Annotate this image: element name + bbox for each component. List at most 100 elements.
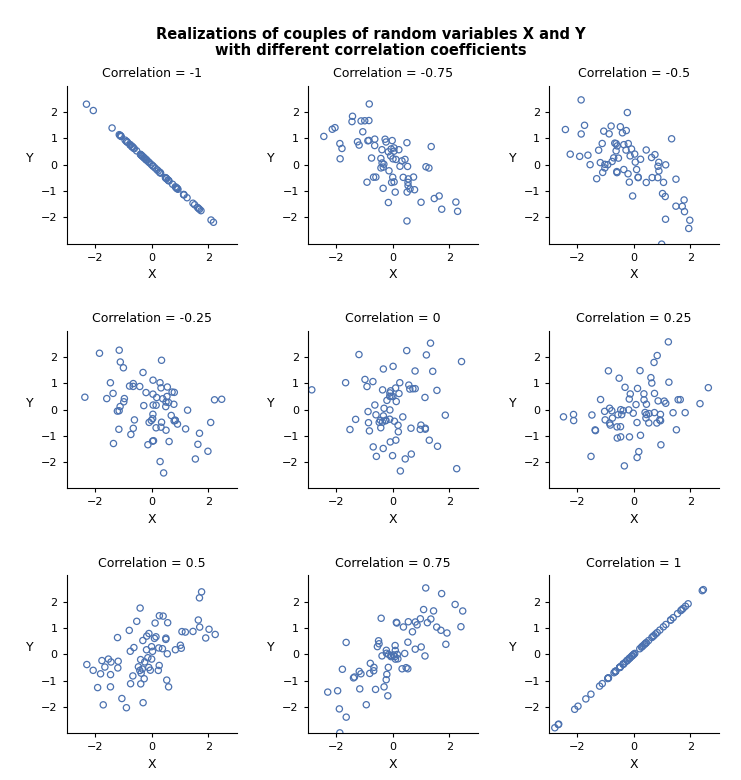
Point [397, 621, 409, 633]
Point [378, 158, 390, 171]
Point [599, 158, 611, 171]
Point [119, 392, 130, 405]
Point [590, 424, 602, 437]
Point [415, 640, 427, 653]
Point [679, 406, 691, 419]
Point [385, 436, 396, 448]
Point [640, 412, 652, 424]
Point [207, 216, 219, 229]
Point [414, 612, 426, 625]
Point [155, 381, 167, 394]
Point [332, 685, 344, 697]
Point [425, 140, 437, 153]
Point [387, 171, 399, 183]
Point [671, 608, 683, 620]
Point [614, 121, 626, 133]
Point [409, 365, 421, 378]
Point [87, 105, 99, 117]
Point [654, 408, 666, 420]
Point [392, 653, 404, 665]
Point [193, 427, 205, 439]
Point [618, 163, 630, 176]
Point [124, 645, 136, 658]
Point [622, 654, 634, 666]
Point [604, 417, 616, 429]
Point [182, 404, 193, 417]
Point [196, 586, 207, 598]
Point [617, 126, 628, 139]
Point [380, 644, 392, 657]
Point [346, 115, 358, 128]
Point [684, 214, 696, 226]
Point [553, 718, 565, 730]
Point [622, 137, 634, 150]
Point [160, 632, 172, 644]
Point [614, 372, 625, 385]
Point [368, 441, 379, 453]
Point [136, 149, 147, 161]
Point [146, 653, 158, 665]
Point [97, 699, 109, 711]
Point [147, 434, 159, 447]
Point [575, 128, 587, 140]
Point [384, 404, 396, 417]
Point [602, 158, 614, 171]
Point [350, 413, 362, 426]
Point [651, 626, 663, 639]
Point [127, 141, 139, 154]
Point [585, 688, 597, 700]
Y-axis label: Y: Y [268, 396, 275, 410]
Point [420, 582, 432, 594]
Point [640, 398, 652, 410]
Point [193, 592, 205, 604]
Point [565, 148, 576, 161]
Point [205, 214, 217, 226]
Point [385, 651, 397, 663]
Point [153, 609, 165, 622]
Point [389, 651, 401, 663]
Point [611, 420, 623, 433]
Point [620, 124, 632, 136]
Point [640, 176, 652, 189]
Point [134, 380, 146, 392]
Point [606, 155, 618, 168]
Point [614, 661, 625, 674]
Point [631, 382, 643, 395]
Point [648, 356, 660, 369]
Point [568, 414, 579, 427]
Point [104, 668, 116, 681]
Point [639, 406, 651, 419]
Point [111, 405, 123, 417]
Point [170, 181, 182, 193]
Point [192, 438, 204, 451]
Point [378, 681, 390, 693]
Point [187, 626, 199, 638]
Point [433, 190, 445, 202]
Point [584, 158, 596, 171]
Point [143, 661, 155, 674]
Point [401, 344, 413, 356]
Point [625, 388, 637, 400]
Point [140, 154, 152, 166]
Point [160, 172, 172, 185]
Point [160, 400, 172, 413]
X-axis label: X: X [630, 758, 638, 771]
Point [409, 643, 421, 655]
Point [549, 722, 561, 734]
Point [634, 429, 646, 441]
Point [657, 621, 669, 633]
Point [118, 395, 130, 408]
Point [423, 161, 435, 174]
Point [609, 665, 621, 678]
Point [136, 663, 148, 675]
Point [379, 414, 391, 427]
Point [619, 381, 631, 394]
Point [153, 664, 165, 676]
Point [612, 409, 624, 421]
Point [384, 390, 396, 402]
Point [655, 438, 667, 451]
Point [594, 393, 606, 406]
Point [389, 186, 401, 198]
Point [419, 650, 431, 662]
Point [593, 144, 605, 157]
